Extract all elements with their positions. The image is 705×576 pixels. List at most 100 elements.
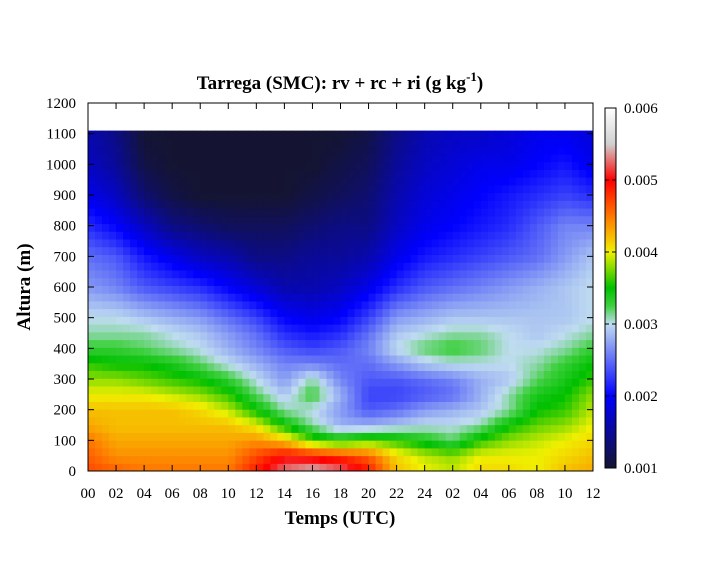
- heatmap-cell: [326, 192, 335, 201]
- heatmap-cell: [515, 300, 524, 310]
- heatmap-cell: [291, 262, 300, 271]
- heatmap-cell: [452, 316, 461, 325]
- heatmap-cell: [333, 316, 342, 325]
- heatmap-cell: [214, 409, 222, 418]
- heatmap-cell: [249, 432, 257, 441]
- heatmap-cell: [102, 385, 110, 395]
- heatmap-cell: [298, 262, 307, 271]
- heatmap-cell: [459, 455, 468, 464]
- heatmap-cell: [172, 192, 180, 201]
- heatmap-cell: [543, 153, 552, 163]
- heatmap-cell: [578, 200, 587, 209]
- heatmap-cell: [571, 169, 580, 178]
- heatmap-cell: [291, 200, 300, 209]
- heatmap-cell: [382, 300, 391, 310]
- heatmap-cell: [473, 308, 482, 317]
- heatmap-cell: [235, 231, 243, 240]
- heatmap-cell: [95, 285, 103, 294]
- heatmap-cell: [445, 432, 454, 441]
- heatmap-cell: [445, 463, 454, 471]
- heatmap-cell: [235, 324, 243, 333]
- heatmap-cell: [291, 447, 300, 457]
- heatmap-cell: [515, 440, 524, 449]
- heatmap-cell: [165, 385, 173, 395]
- heatmap-cell: [298, 393, 307, 402]
- heatmap-cell: [361, 138, 370, 147]
- heatmap-cell: [291, 277, 300, 286]
- heatmap-cell: [424, 308, 433, 317]
- heatmap-cell: [508, 269, 517, 279]
- heatmap-cell: [116, 246, 124, 255]
- heatmap-cell: [179, 378, 187, 387]
- heatmap-cell: [284, 184, 292, 194]
- heatmap-cell: [221, 138, 229, 147]
- heatmap-cell: [305, 378, 314, 387]
- heatmap-cell: [123, 385, 131, 395]
- heatmap-cell: [277, 362, 285, 372]
- heatmap-cell: [137, 378, 145, 387]
- heatmap-cell: [473, 215, 482, 225]
- heatmap-cell: [249, 254, 257, 263]
- heatmap-cell: [319, 401, 328, 410]
- heatmap-cell: [480, 424, 489, 433]
- heatmap-cell: [228, 393, 236, 402]
- heatmap-cell: [487, 254, 496, 263]
- heatmap-cell: [326, 130, 335, 139]
- heatmap-cell: [536, 184, 545, 194]
- heatmap-cell: [536, 385, 545, 395]
- heatmap-cell: [354, 138, 363, 147]
- heatmap-cell: [452, 254, 461, 263]
- heatmap-cell: [130, 177, 138, 186]
- heatmap-cell: [319, 354, 328, 364]
- heatmap-cell: [186, 362, 194, 372]
- heatmap-cell: [389, 455, 398, 464]
- heatmap-cell: [564, 223, 573, 232]
- heatmap-cell: [249, 409, 257, 418]
- heatmap-cell: [417, 177, 426, 186]
- heatmap-cell: [305, 215, 314, 225]
- heatmap-cell: [354, 324, 363, 333]
- heatmap-cell: [452, 339, 461, 348]
- heatmap-cell: [529, 447, 538, 457]
- heatmap-cell: [431, 447, 440, 457]
- heatmap-cell: [543, 130, 552, 139]
- heatmap-cell: [347, 285, 356, 294]
- heatmap-cell: [109, 409, 117, 418]
- heatmap-cell: [571, 324, 580, 333]
- heatmap-cell: [501, 362, 510, 372]
- heatmap-cell: [263, 393, 271, 402]
- heatmap-cell: [557, 293, 566, 302]
- heatmap-cell: [256, 362, 264, 372]
- heatmap-cell: [305, 146, 314, 155]
- heatmap-cell: [473, 200, 482, 209]
- heatmap-cell: [116, 184, 124, 194]
- heatmap-cell: [263, 378, 271, 387]
- heatmap-cell: [242, 362, 250, 372]
- heatmap-cell: [452, 324, 461, 333]
- heatmap-cell: [578, 269, 587, 279]
- heatmap-cell: [228, 153, 236, 163]
- heatmap-cell: [305, 130, 314, 139]
- heatmap-cell: [214, 215, 222, 225]
- heatmap-cell: [354, 339, 363, 348]
- heatmap-cell: [144, 246, 152, 255]
- heatmap-cell: [109, 277, 117, 286]
- heatmap-cell: [550, 231, 559, 240]
- heatmap-cell: [445, 192, 454, 201]
- heatmap-cell: [585, 138, 593, 147]
- heatmap-cell: [130, 130, 138, 139]
- heatmap-cell: [312, 215, 321, 225]
- heatmap-cell: [375, 300, 384, 310]
- heatmap-cell: [109, 447, 117, 457]
- heatmap-cell: [487, 293, 496, 302]
- heatmap-cell: [88, 238, 96, 248]
- heatmap-cell: [109, 177, 117, 186]
- heatmap-cell: [424, 262, 433, 271]
- heatmap-cell: [354, 269, 363, 279]
- heatmap-cell: [95, 223, 103, 232]
- heatmap-cell: [452, 246, 461, 255]
- heatmap-cell: [396, 432, 405, 441]
- heatmap-cell: [347, 463, 356, 471]
- heatmap-cell: [424, 177, 433, 186]
- heatmap-cell: [564, 308, 573, 317]
